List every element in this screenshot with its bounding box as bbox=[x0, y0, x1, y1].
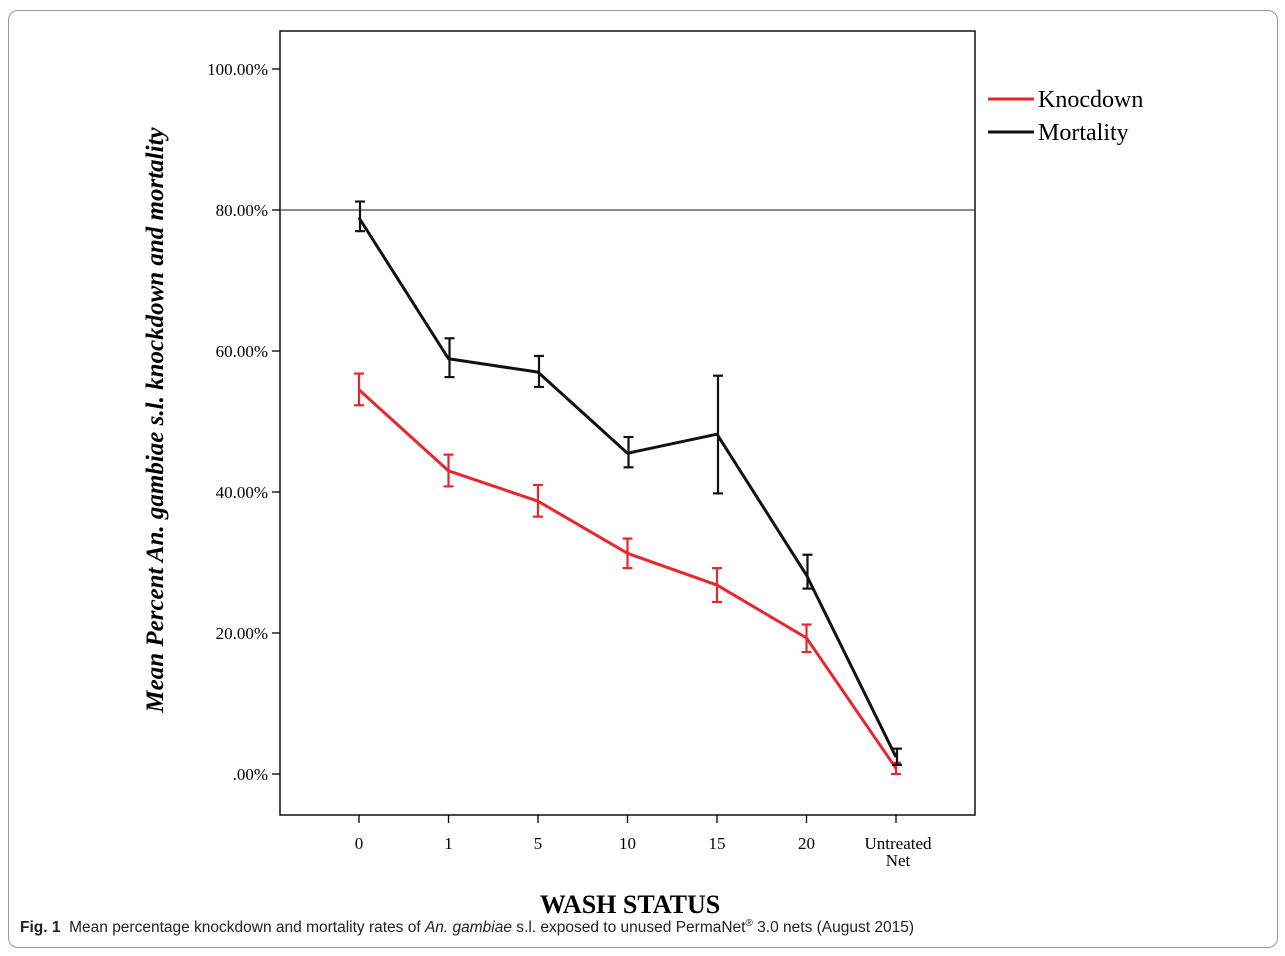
y-tick-label: 40.00% bbox=[216, 483, 268, 502]
series-knocdown bbox=[354, 372, 901, 776]
x-tick-label: Untreated Net bbox=[864, 834, 932, 870]
caption-species: An. gambiae bbox=[424, 919, 512, 937]
y-tick-label: .00% bbox=[233, 765, 268, 784]
caption-label: Fig. 1 bbox=[20, 919, 61, 937]
y-tick-label: 100.00% bbox=[207, 60, 268, 79]
series-line bbox=[357, 216, 898, 758]
caption-text-before: Mean percentage knockdown and mortality … bbox=[69, 919, 425, 937]
figure-caption: Fig. 1 Mean percentage knockdown and mor… bbox=[20, 918, 1270, 937]
x-tick-label: 1 bbox=[444, 834, 453, 853]
y-tick-label: 80.00% bbox=[216, 201, 268, 220]
x-tick-label: 15 bbox=[709, 834, 726, 853]
y-axis-title: Mean Percent An. gambiae s.l. knockdown … bbox=[142, 126, 169, 713]
y-tick-label: 60.00% bbox=[216, 342, 268, 361]
legend-label: Mortality bbox=[1038, 120, 1129, 146]
x-tick-label: 10 bbox=[619, 834, 636, 853]
plot-area bbox=[279, 30, 976, 816]
series-group bbox=[354, 200, 902, 776]
x-tick-label: 0 bbox=[355, 834, 364, 853]
x-tick-label: 5 bbox=[534, 834, 543, 853]
y-tick-label: 20.00% bbox=[216, 624, 268, 643]
x-axis-title: WASH STATUS bbox=[540, 890, 720, 919]
caption-registered-mark: ® bbox=[745, 918, 753, 929]
caption-text-after: 3.0 nets (August 2015) bbox=[752, 919, 914, 937]
x-tick-label: 20 bbox=[798, 834, 815, 853]
legend-label: Knocdown bbox=[1038, 87, 1143, 113]
figure-frame bbox=[8, 10, 1278, 948]
y-axis: .00% 20.00% 40.00% 60.00% 80.00% 100.00% bbox=[207, 60, 280, 784]
legend: Knocdown Mortality bbox=[988, 87, 1143, 146]
caption-text-middle: s.l. exposed to unused PermaNet bbox=[511, 919, 746, 937]
x-axis: 0 1 5 10 15 20 Untreated Net bbox=[355, 815, 932, 870]
series-mortality bbox=[355, 200, 902, 766]
